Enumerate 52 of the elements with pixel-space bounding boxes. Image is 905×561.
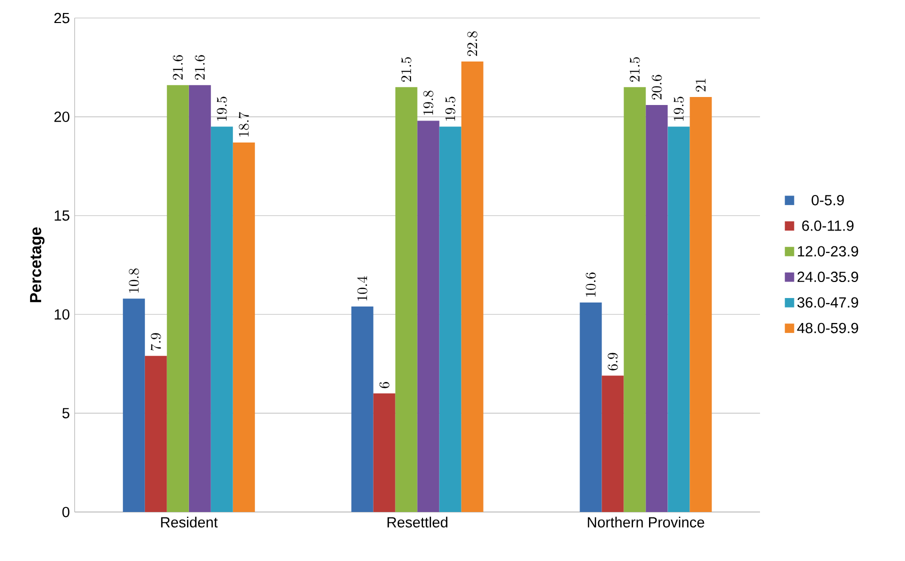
legend-label: 12.0-23.9 [798, 246, 858, 256]
bar [461, 61, 484, 512]
data-label: 19.5 [674, 96, 684, 121]
legend-label: 48.0-59.9 [797, 322, 858, 334]
y-tick-label: 5 [62, 408, 70, 418]
y-tick-label: 25 [54, 12, 70, 24]
data-label: 21 .6 [194, 55, 205, 80]
data-label: 19.8 [423, 90, 434, 115]
bar [351, 306, 374, 512]
bar [439, 126, 462, 512]
legend-label: 36.0-47.9 [797, 297, 858, 308]
bar [690, 97, 712, 512]
bar [373, 393, 396, 512]
bar [602, 376, 624, 512]
data-label: 21 [696, 78, 706, 92]
data-label: 19.5 [216, 96, 227, 121]
legend-label: 0-5.9 [812, 194, 844, 206]
data-label: 21 .6 [172, 55, 183, 80]
y-axis-title: Percetage [30, 227, 44, 302]
data-label: 10.6 [586, 272, 596, 297]
x-tick-label: Northern Province [588, 516, 704, 528]
y-tick-label: 20 [54, 112, 70, 122]
data-label: 18.7 [238, 112, 249, 136]
data-label: 6 [379, 382, 390, 388]
y-tick-label: 15 [54, 210, 70, 221]
x-tick-label: Resident [161, 516, 218, 528]
legend-label: 24.0-35.9 [798, 272, 858, 282]
bar [624, 87, 646, 512]
bar [580, 302, 602, 512]
data-label: 19.5 [445, 96, 456, 121]
data-label: 21 .5 [401, 57, 412, 82]
bar [122, 298, 145, 512]
y-tick-label: 0 [62, 506, 70, 518]
bar [395, 87, 418, 512]
data-label: 7.9 [150, 333, 161, 350]
x-tick-label: Resettled [388, 516, 448, 528]
data-label: 22.8 [467, 31, 478, 56]
bar [144, 356, 167, 512]
bar [188, 85, 211, 512]
y-tick-label: 10 [54, 309, 70, 320]
data-label: 10.8 [128, 268, 139, 293]
bar [646, 104, 668, 512]
bar [232, 142, 255, 512]
data-label: 10.4 [357, 276, 368, 300]
legend-label: 6.0-11.9 [802, 220, 854, 231]
bar [210, 126, 233, 512]
data-label: 21 .5 [630, 57, 640, 82]
bar [166, 85, 189, 512]
bar [668, 126, 690, 512]
data-label: 20.6 [652, 74, 662, 100]
data-label: 6.9 [608, 352, 618, 370]
bar [417, 120, 440, 512]
